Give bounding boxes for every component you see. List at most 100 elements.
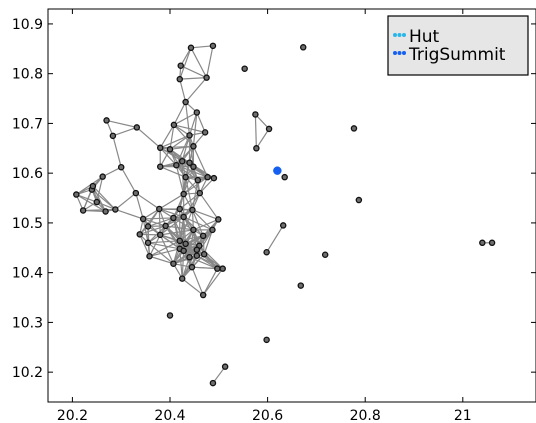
legend-box	[387, 15, 529, 76]
hut-point	[112, 206, 119, 213]
network-edge	[190, 45, 213, 49]
network-edge	[191, 180, 199, 211]
hut-point	[103, 117, 110, 124]
network-edge	[112, 135, 122, 168]
hut-point	[177, 62, 184, 69]
hut-point	[321, 251, 329, 258]
network-edge	[266, 225, 284, 253]
hut-point	[193, 252, 201, 259]
hut-point	[279, 222, 287, 229]
hut-point	[193, 246, 201, 254]
hut-point	[187, 44, 195, 52]
hut-point	[182, 240, 189, 248]
legend-marker	[402, 33, 406, 37]
hut-point	[180, 247, 187, 255]
network-edge	[142, 218, 166, 227]
network-edge	[92, 185, 116, 210]
network-edge	[254, 114, 257, 149]
network-edge	[148, 240, 180, 244]
x-tick-label: 20.4	[154, 408, 185, 423]
hut-point	[132, 189, 140, 197]
hut-point	[204, 173, 211, 181]
y-tick-label: 10.6	[12, 166, 43, 182]
legend-marker	[397, 51, 402, 55]
network-edge	[160, 134, 190, 149]
network-edge	[180, 65, 207, 79]
hut-point	[173, 161, 180, 169]
hut-point	[136, 231, 143, 238]
hut-point	[194, 176, 202, 184]
y-tick-label: 10.8	[12, 67, 43, 83]
hut-point	[203, 74, 210, 81]
hut-point	[350, 125, 358, 132]
hut-point	[219, 265, 226, 272]
network-edge	[199, 192, 219, 220]
hut-point	[109, 132, 117, 140]
y-tick-label: 10.7	[12, 116, 43, 132]
network-edge	[169, 124, 175, 150]
y-tick-label: 10.5	[12, 216, 43, 232]
hut-point	[189, 206, 196, 214]
hut-point	[133, 124, 141, 131]
hut-point	[180, 190, 187, 198]
hut-point	[139, 215, 147, 223]
hut-point	[221, 363, 229, 370]
network-edge	[160, 166, 186, 178]
hut-point	[199, 232, 207, 240]
network-edge	[254, 114, 270, 130]
network-edge	[206, 45, 214, 78]
legend-marker	[402, 51, 406, 55]
hut-point	[170, 214, 177, 222]
network-edge	[96, 176, 104, 203]
hut-point	[178, 157, 186, 165]
network-edge	[120, 166, 137, 194]
network-edge	[158, 193, 184, 210]
network-edge	[212, 366, 226, 384]
hut-point	[186, 132, 193, 139]
hut-point	[190, 226, 197, 234]
network-edge	[142, 218, 149, 243]
hut-point	[186, 159, 193, 166]
x-tick-label: 20.6	[252, 408, 283, 423]
network-edge	[179, 78, 187, 103]
network-edge	[181, 278, 204, 296]
hut-point	[299, 44, 307, 51]
x-tick-label: 21	[454, 408, 472, 423]
network-edge	[179, 47, 192, 80]
network-edge	[175, 135, 191, 166]
legend-label: Hut	[409, 27, 440, 47]
network-edge	[149, 240, 181, 257]
hut-point	[182, 98, 189, 106]
hut-point	[166, 312, 174, 319]
network-edge	[188, 112, 198, 136]
network-edge	[183, 216, 213, 231]
hut-point	[190, 163, 197, 170]
network-edge	[143, 217, 174, 220]
network-edge	[185, 101, 191, 136]
hut-point	[144, 239, 152, 247]
network-edge	[165, 216, 184, 227]
y-tick-label: 10.9	[12, 17, 43, 33]
hut-point	[479, 239, 486, 247]
network-edge	[173, 101, 187, 126]
network-edge	[196, 112, 206, 133]
network-edge	[192, 209, 219, 220]
network-edge	[139, 234, 151, 257]
network-edge	[199, 177, 215, 194]
hut-point	[170, 260, 177, 267]
network-edge	[160, 229, 194, 236]
network-edge	[189, 256, 218, 270]
hut-point	[200, 251, 208, 258]
network-edge	[202, 268, 224, 296]
network-edge	[165, 225, 194, 231]
network-edge	[135, 192, 144, 220]
network-edge	[255, 128, 270, 149]
legend-marker	[393, 51, 397, 55]
hut-point	[156, 205, 163, 213]
network-edge	[192, 209, 213, 231]
network-edge	[202, 268, 218, 296]
network-edge	[198, 245, 224, 270]
hut-point	[99, 173, 106, 180]
